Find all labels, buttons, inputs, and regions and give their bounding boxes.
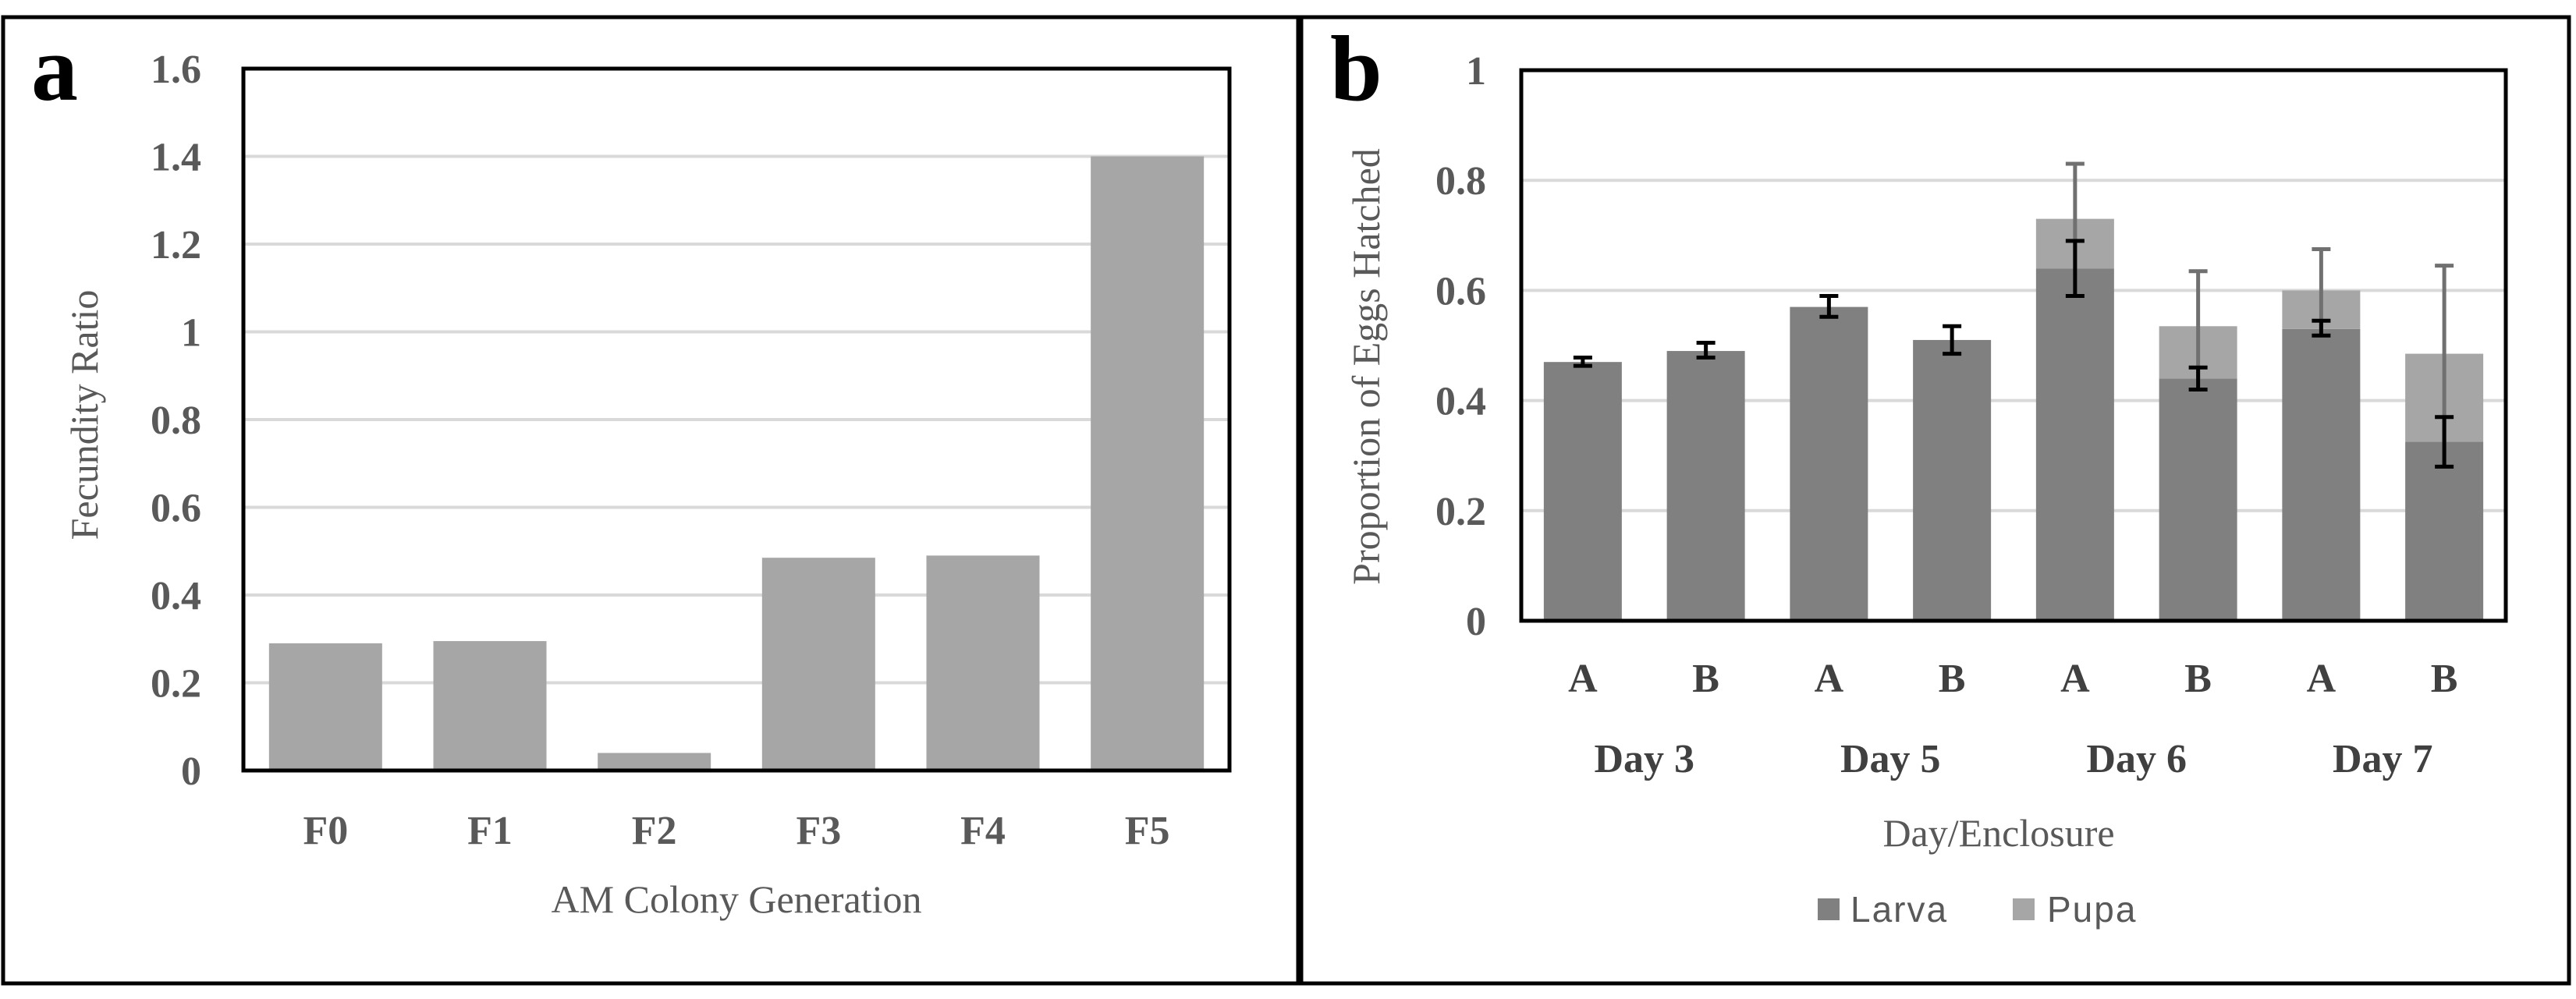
bar-larva: [1913, 339, 1992, 621]
bar-f5: [1091, 156, 1205, 771]
x-group-label: Day 7: [2333, 737, 2433, 781]
x-tick-label: F5: [1125, 809, 1170, 853]
panel-a-y-ticks: 0 0.2 0.4 0.6 0.8 1 1.2 1.4 1.6: [151, 48, 201, 794]
legend-swatch-pupa: [2013, 898, 2035, 920]
y-tick-label: 1.4: [151, 136, 201, 180]
x-tick-label: F4: [960, 809, 1006, 853]
panel-a-bars: [268, 156, 1205, 771]
panel-a-frame: [1, 15, 1300, 986]
legend-label-pupa: Pupa: [2047, 889, 2137, 930]
y-tick-label: 0.2: [151, 662, 201, 707]
bar-f3: [761, 558, 875, 771]
bar-larva: [2035, 268, 2114, 621]
y-tick-label: 0.8: [1435, 159, 1486, 204]
x-group-label: Day 5: [1840, 737, 1941, 781]
x-tick-label: B: [2184, 657, 2212, 701]
panel-b-frame: [1299, 15, 2571, 986]
x-tick-label: F2: [632, 809, 677, 853]
x-tick-label: A: [1568, 657, 1598, 701]
panel-b-bars: [1543, 218, 2484, 621]
x-group-label: Day 3: [1594, 737, 1694, 781]
panel-b-y-ticks: 0 0.2 0.4 0.6 0.8 1: [1435, 49, 1486, 644]
x-tick-label: A: [2060, 657, 2090, 701]
panel-a-plot-frame: [241, 66, 1232, 773]
panel-b-x-axis-title: Day/Enclosure: [1882, 811, 2114, 855]
x-tick-label: A: [2307, 657, 2336, 701]
bar-larva: [1666, 351, 1745, 621]
y-tick-label: 0: [181, 749, 201, 794]
legend-label-larva: Larva: [1850, 889, 1948, 930]
panel-b-legend: Larva Pupa: [1818, 889, 2137, 930]
y-tick-label: 0.2: [1435, 490, 1486, 534]
x-tick-label: B: [2431, 657, 2458, 701]
y-tick-label: 1: [1466, 49, 1486, 94]
y-tick-label: 0.6: [151, 487, 201, 531]
bar-f0: [268, 643, 382, 771]
x-tick-label: F1: [467, 809, 513, 853]
x-tick-label: A: [1815, 657, 1844, 701]
bar-larva: [2405, 441, 2484, 621]
legend-swatch-larva: [1818, 898, 1840, 920]
x-tick-label: F0: [303, 809, 348, 853]
y-tick-label: 1.2: [151, 223, 201, 267]
panel-a-letter: a: [31, 16, 78, 120]
panel-b-error-bars: [1573, 161, 2454, 469]
y-tick-label: 0.6: [1435, 269, 1486, 314]
y-tick-label: 1.6: [151, 48, 201, 92]
bar-f1: [433, 641, 547, 771]
panel-a-x-axis-title: AM Colony Generation: [552, 877, 922, 921]
bar-larva: [2159, 378, 2237, 621]
panel-a-y-axis-title: Fecundity Ratio: [62, 290, 106, 540]
x-tick-label: B: [1939, 657, 1966, 701]
bar-f4: [926, 555, 1040, 771]
x-tick-label: F3: [796, 809, 841, 853]
y-tick-label: 0.8: [151, 399, 201, 443]
panel-b-letter: b: [1330, 16, 1382, 120]
y-tick-label: 0.4: [1435, 380, 1486, 424]
bar-f2: [598, 753, 711, 771]
bar-larva: [1790, 306, 1868, 621]
x-group-label: Day 6: [2086, 737, 2187, 781]
x-tick-label: B: [1692, 657, 1719, 701]
y-tick-label: 0.4: [151, 574, 201, 618]
y-tick-label: 0: [1466, 600, 1486, 644]
bar-larva: [1543, 362, 1622, 621]
y-tick-label: 1: [181, 311, 201, 356]
panel-a-x-ticks: F0 F1 F2 F3 F4 F5: [303, 809, 1169, 853]
panel-a-gridlines: [243, 154, 1229, 685]
panel-b-x-ticks: A B A B A B A B Day 3 Day 5 Day 6 Day 7: [1568, 657, 2457, 781]
panel-b-y-axis-title: Proportion of Eggs Hatched: [1344, 148, 1388, 585]
bar-larva: [2282, 328, 2361, 621]
panel-b-plot-frame: [1519, 68, 2508, 623]
